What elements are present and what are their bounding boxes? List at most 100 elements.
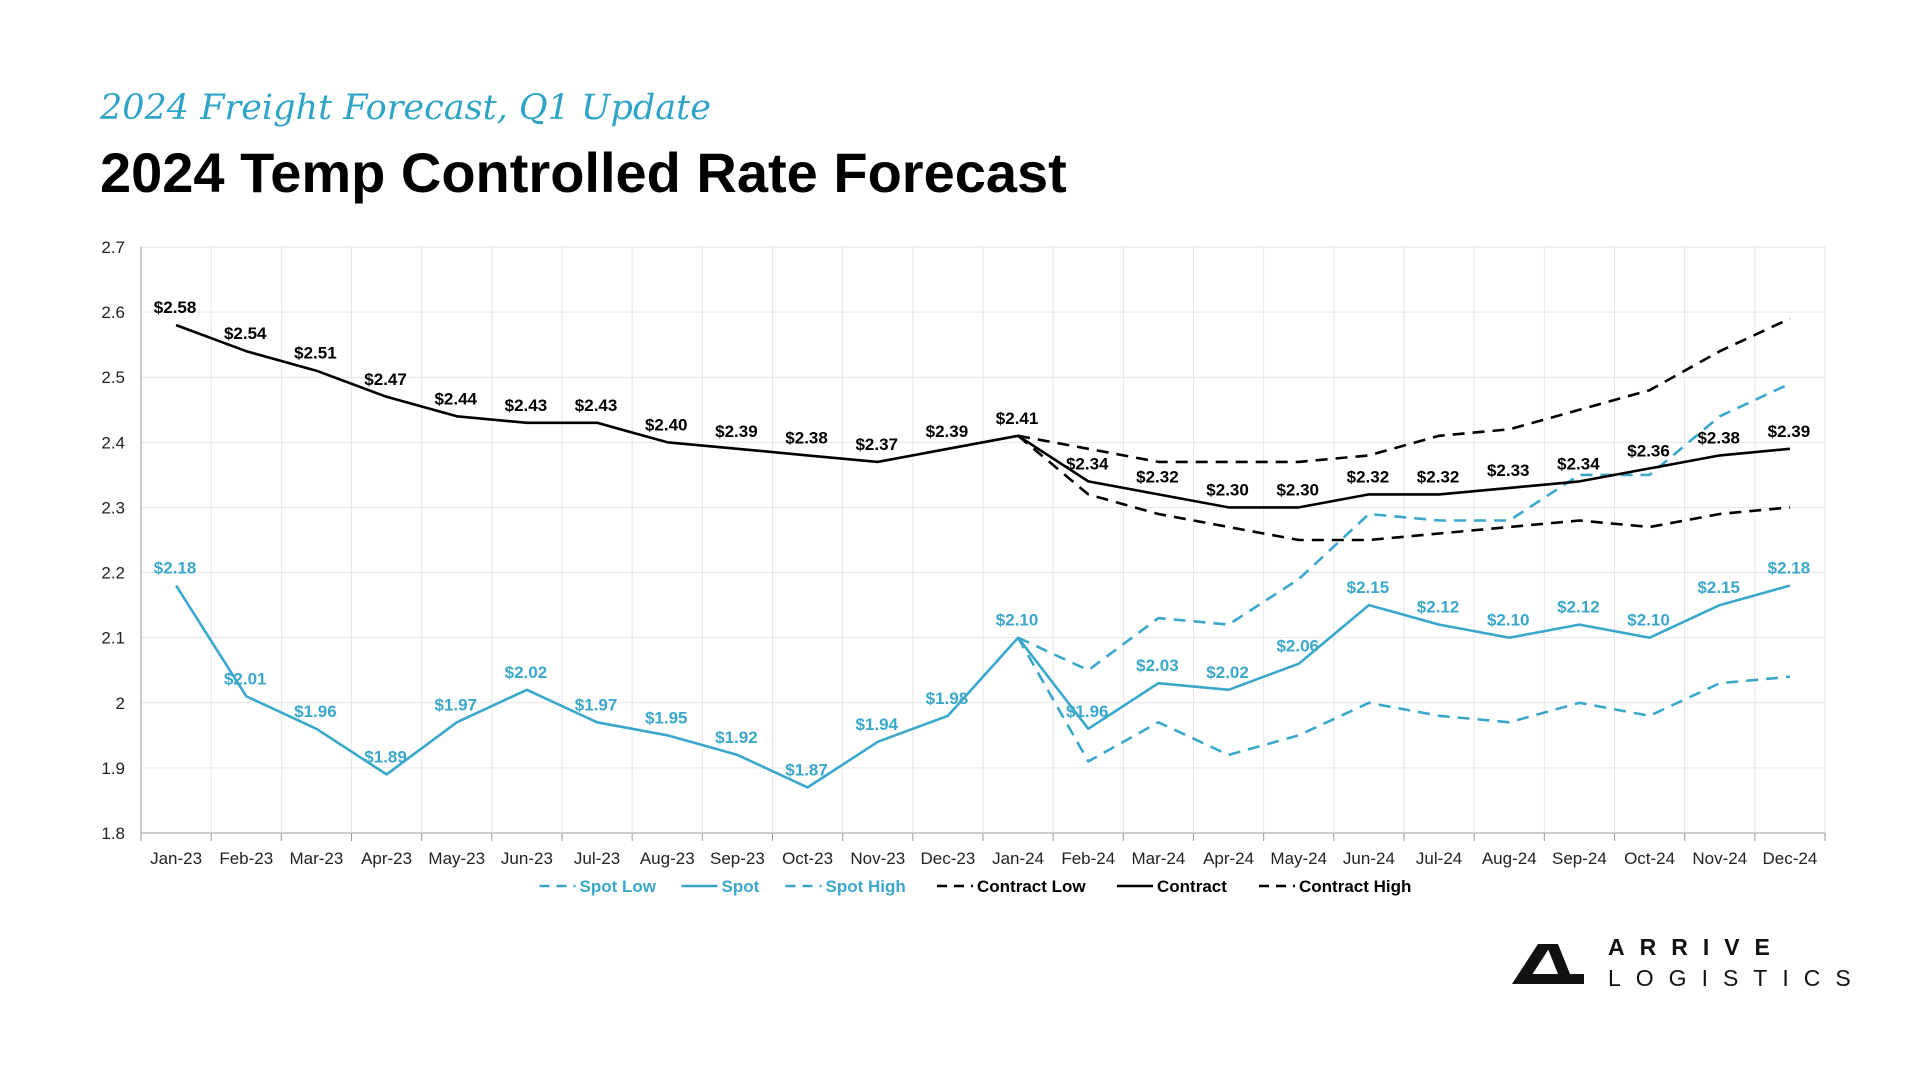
- chart-title: 2024 Temp Controlled Rate Forecast: [100, 141, 1067, 204]
- data-label-contract: $2.40: [645, 415, 688, 434]
- x-tick-label: Jun-24: [1343, 849, 1395, 868]
- data-label-spot: $1.96: [1066, 702, 1109, 721]
- x-tick-label: Dec-24: [1763, 849, 1818, 868]
- data-label-contract: $2.43: [575, 396, 618, 415]
- legend-label-contract-high: Contract High: [1299, 877, 1411, 896]
- data-label-contract: $2.58: [154, 298, 197, 317]
- y-tick-label: 2.7: [101, 238, 125, 257]
- x-tick-label: Oct-23: [782, 849, 833, 868]
- data-label-spot: $1.87: [785, 760, 828, 779]
- data-label-spot: $2.10: [1487, 611, 1530, 630]
- data-label-contract: $2.38: [1697, 428, 1740, 447]
- data-label-spot: $2.12: [1557, 598, 1600, 617]
- data-label-contract: $2.30: [1276, 480, 1319, 499]
- data-label-contract: $2.39: [1768, 422, 1811, 441]
- series-line-contract-high: [1017, 317, 1791, 464]
- logo-wordmark-bottom: LOGISTICS: [1608, 965, 1866, 991]
- y-tick-label: 2.1: [101, 629, 125, 648]
- arrive-logo-mark-icon: [1512, 944, 1584, 984]
- series-line-contract-low: [1017, 434, 1791, 542]
- x-tick-label: May-23: [428, 849, 485, 868]
- data-label-spot: $2.06: [1276, 637, 1319, 656]
- data-label-spot: $1.97: [434, 695, 477, 714]
- logo-wordmark-top: ARRIVE: [1608, 934, 1785, 960]
- data-label-contract: $2.39: [926, 422, 969, 441]
- x-tick-label: May-24: [1270, 849, 1327, 868]
- x-tick-label: Jul-24: [1416, 849, 1462, 868]
- data-label-contract: $2.32: [1136, 467, 1179, 486]
- y-tick-label: 2.6: [101, 303, 125, 322]
- x-tick-label: Nov-24: [1692, 849, 1747, 868]
- data-label-spot: $2.10: [1627, 611, 1670, 630]
- legend-label-contract: Contract: [1157, 877, 1227, 896]
- arrive-logistics-logo: ARRIVE LOGISTICS: [1512, 934, 1851, 1004]
- data-label-spot: $2.15: [1347, 578, 1390, 597]
- y-tick-label: 1.9: [101, 759, 125, 778]
- y-tick-label: 2.5: [101, 368, 125, 387]
- data-label-contract: $2.54: [224, 324, 267, 343]
- data-label-spot: $2.01: [224, 669, 267, 688]
- data-label-spot: $1.96: [294, 702, 337, 721]
- data-label-contract: $2.36: [1627, 441, 1670, 460]
- data-label-contract: $2.51: [294, 344, 337, 363]
- x-tick-label: Feb-23: [219, 849, 273, 868]
- data-label-contract: $2.39: [715, 422, 758, 441]
- data-label-spot: $2.12: [1417, 598, 1460, 617]
- x-tick-label: Aug-23: [640, 849, 695, 868]
- x-tick-label: Mar-24: [1131, 849, 1185, 868]
- data-label-spot: $1.97: [575, 695, 618, 714]
- data-label-spot: $1.98: [926, 689, 969, 708]
- y-tick-label: 2.3: [101, 498, 125, 517]
- x-tick-label: Sep-24: [1552, 849, 1607, 868]
- data-label-contract: $2.33: [1487, 461, 1530, 480]
- data-label-contract: $2.32: [1417, 467, 1460, 486]
- x-tick-label: Feb-24: [1061, 849, 1115, 868]
- data-label-spot: $2.02: [505, 663, 548, 682]
- data-label-contract: $2.34: [1557, 454, 1600, 473]
- series-line-spot-low: [1016, 637, 1791, 763]
- data-label-contract: $2.44: [434, 389, 477, 408]
- data-label-spot: $2.03: [1136, 656, 1179, 675]
- x-tick-label: Apr-23: [361, 849, 412, 868]
- x-tick-label: Jul-23: [574, 849, 620, 868]
- data-label-spot: $1.92: [715, 728, 758, 747]
- data-label-spot: $2.02: [1206, 663, 1249, 682]
- data-label-contract: $2.43: [505, 396, 548, 415]
- x-tick-label: Sep-23: [710, 849, 765, 868]
- data-label-spot: $2.10: [996, 611, 1039, 630]
- data-label-contract: $2.41: [996, 409, 1039, 428]
- data-label-contract: $2.47: [364, 370, 407, 389]
- series-line-contract: [175, 323, 1791, 509]
- data-label-contract: $2.38: [785, 428, 828, 447]
- data-label-spot: $1.95: [645, 708, 688, 727]
- data-label-spot: $1.89: [364, 747, 407, 766]
- data-label-contract: $2.37: [855, 435, 898, 454]
- x-tick-label: Jan-23: [150, 849, 202, 868]
- data-label-contract: $2.32: [1347, 467, 1390, 486]
- data-label-contract: $2.30: [1206, 480, 1249, 499]
- chart-subtitle: 2024 Freight Forecast, Q1 Update: [100, 88, 711, 128]
- x-tick-label: Aug-24: [1482, 849, 1537, 868]
- data-label-spot: $2.18: [1768, 559, 1811, 578]
- y-tick-label: 2: [116, 694, 125, 713]
- x-tick-label: Oct-24: [1624, 849, 1675, 868]
- series-line-spot: [175, 584, 1791, 789]
- x-tick-label: Mar-23: [289, 849, 343, 868]
- legend-label-spot: Spot: [722, 877, 760, 896]
- y-tick-label: 1.8: [101, 824, 125, 843]
- data-label-spot: $1.94: [855, 715, 898, 734]
- legend-label-spot-high: Spot High: [826, 877, 906, 896]
- y-tick-label: 2.4: [101, 433, 125, 452]
- data-label-contract: $2.34: [1066, 454, 1109, 473]
- data-label-spot: $2.15: [1697, 578, 1740, 597]
- data-label-spot: $2.18: [154, 559, 197, 578]
- legend-label-contract-low: Contract Low: [977, 877, 1086, 896]
- y-tick-label: 2.2: [101, 564, 125, 583]
- x-tick-label: Dec-23: [921, 849, 976, 868]
- legend-label-spot-low: Spot Low: [580, 877, 657, 896]
- x-tick-label: Jun-23: [501, 849, 553, 868]
- x-tick-label: Apr-24: [1203, 849, 1254, 868]
- x-tick-label: Jan-24: [992, 849, 1044, 868]
- x-tick-label: Nov-23: [850, 849, 905, 868]
